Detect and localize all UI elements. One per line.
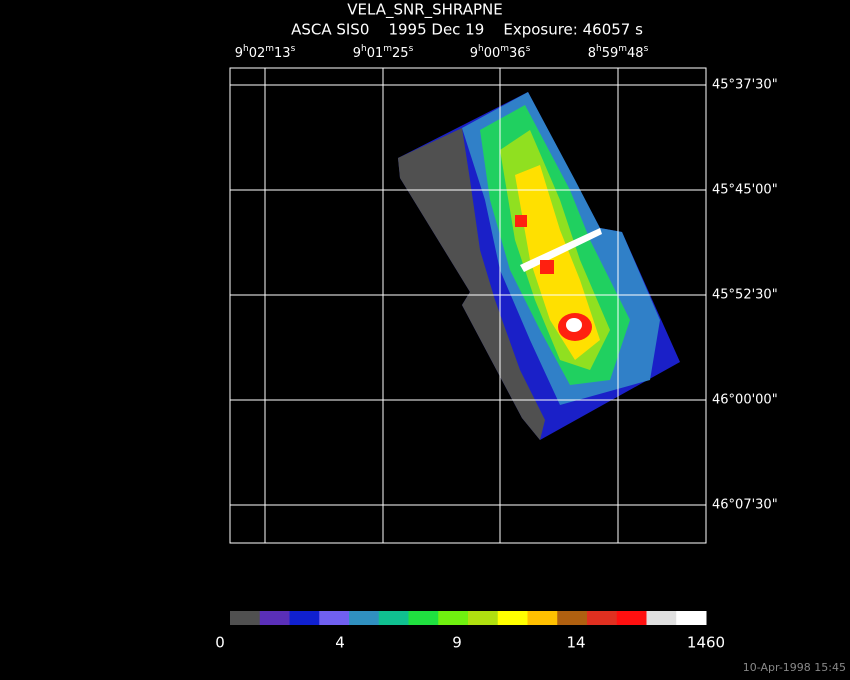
dec-label: 45°37'30" bbox=[712, 78, 778, 93]
colorbar-label: 1460 bbox=[687, 634, 725, 652]
colorbar-segment bbox=[527, 611, 558, 625]
colorbar-segment bbox=[676, 611, 707, 625]
image-spot bbox=[515, 215, 527, 227]
colorbar-segment bbox=[646, 611, 677, 625]
image-yellow bbox=[515, 165, 600, 360]
colorbar-segment bbox=[378, 611, 409, 625]
colorbar-segment bbox=[408, 611, 439, 625]
ra-label: 9h01m25s bbox=[353, 44, 414, 61]
ra-label: 9h02m13s bbox=[235, 44, 296, 61]
dec-label: 46°07'30" bbox=[712, 498, 778, 513]
image-spot bbox=[540, 260, 554, 274]
image-low bbox=[398, 128, 545, 440]
coordinate-grid bbox=[229, 67, 707, 544]
ra-label: 9h00m36s bbox=[470, 44, 531, 61]
image-core bbox=[566, 318, 582, 332]
frame bbox=[229, 67, 707, 544]
timestamp: 10-Apr-1998 15:45 bbox=[743, 661, 846, 674]
colorbar-segment bbox=[468, 611, 499, 625]
colorbar-segment bbox=[259, 611, 290, 625]
colorbar-segment bbox=[587, 611, 618, 625]
colorbar-segment bbox=[349, 611, 380, 625]
dec-label: 46°00'00" bbox=[712, 393, 778, 408]
colorbar-segment bbox=[319, 611, 350, 625]
colorbar-label: 0 bbox=[215, 634, 225, 652]
colorbar-label: 9 bbox=[452, 634, 462, 652]
colorbar-label: 14 bbox=[566, 634, 585, 652]
colorbar-segment bbox=[289, 611, 320, 625]
dec-label: 45°52'30" bbox=[712, 288, 778, 303]
colorbar-segment bbox=[557, 611, 588, 625]
colorbar-segment bbox=[438, 611, 469, 625]
colorbar-segment bbox=[497, 611, 528, 625]
dec-label: 45°45'00" bbox=[712, 183, 778, 198]
colorbar-segment bbox=[230, 611, 261, 625]
title: VELA_SNR_SHRAPNE bbox=[347, 1, 503, 20]
colorbar-label: 4 bbox=[335, 634, 345, 652]
subtitle: ASCA SIS0 1995 Dec 19 Exposure: 46057 s bbox=[291, 21, 643, 39]
ra-label: 8h59m48s bbox=[588, 44, 649, 61]
colorbar-segment bbox=[616, 611, 647, 625]
